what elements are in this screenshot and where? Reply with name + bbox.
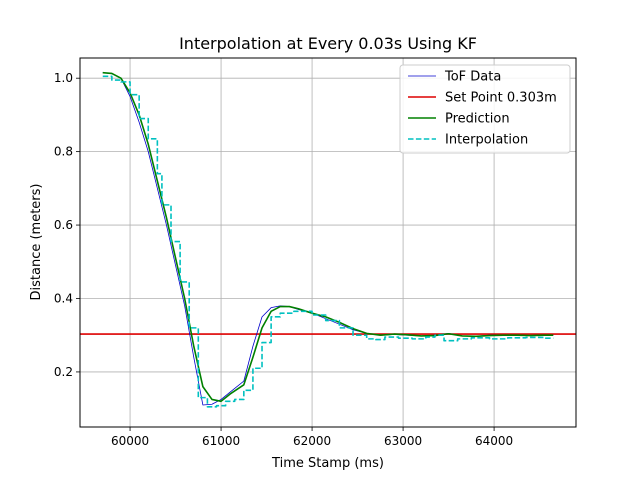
x-axis-label: Time Stamp (ms) [271, 456, 384, 471]
legend-label: ToF Data [444, 70, 501, 85]
tick-layer: 60000 61000 62000 63000 64000 0.2 0.4 0.6 0.8 1.0 [54, 71, 513, 448]
legend: ToF Data Set Point 0.303m Prediction Interp… [399, 64, 571, 154]
legend-box [399, 64, 571, 154]
x-tick-label: 62000 [293, 434, 331, 448]
x-tick-label: 64000 [475, 434, 513, 448]
legend-label: Interpolation [445, 133, 528, 148]
plot-lines [80, 71, 576, 408]
x-tick-label: 63000 [384, 434, 422, 448]
plot-frame [79, 57, 577, 428]
chart-title: Interpolation at Every 0.03s Using KF [179, 34, 477, 53]
y-tick-label: 0.6 [54, 218, 73, 232]
y-tick-label: 1.0 [54, 71, 73, 85]
series-line-interpolation [102, 75, 554, 408]
y-tick-label: 0.2 [54, 365, 73, 379]
series-line-prediction [102, 71, 554, 403]
x-tick-label: 60000 [111, 434, 149, 448]
y-axis-label: Distance (meters) [29, 184, 44, 301]
y-tick-label: 0.4 [54, 291, 73, 305]
legend-label: Prediction [445, 112, 510, 127]
legend-label: Set Point 0.303m [445, 91, 557, 106]
x-tick-label: 61000 [202, 434, 240, 448]
y-tick-label: 0.8 [54, 145, 73, 159]
